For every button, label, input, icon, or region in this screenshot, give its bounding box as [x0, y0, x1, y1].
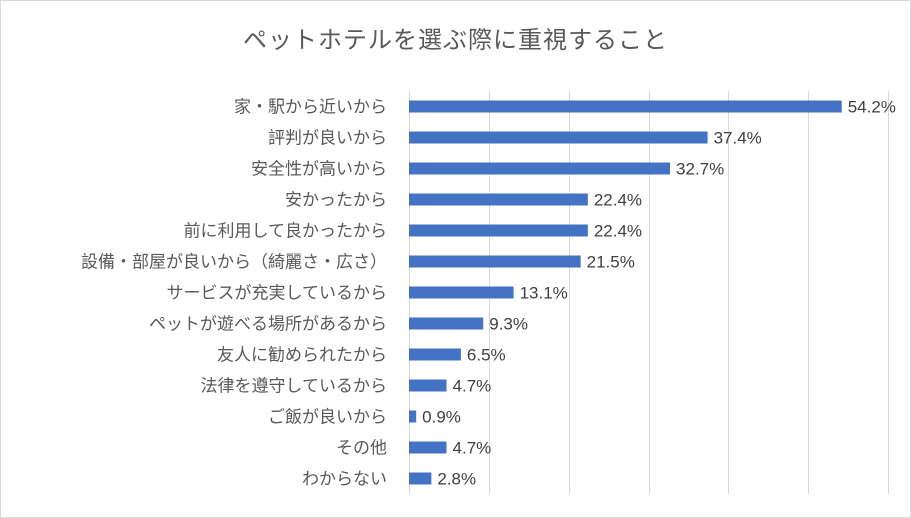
chart-title: ペットホテルを選ぶ際に重視すること	[243, 26, 668, 54]
data-label: 4.7%	[453, 439, 492, 458]
bar	[409, 410, 417, 423]
data-label: 21.5%	[587, 253, 635, 272]
bar	[409, 348, 461, 361]
data-label: 13.1%	[520, 284, 568, 303]
data-label: 6.5%	[467, 346, 506, 365]
category-label: 安全性が高いから	[251, 160, 387, 180]
bar	[409, 100, 842, 113]
bar	[409, 472, 432, 485]
category-label: その他	[336, 439, 387, 459]
bar	[409, 255, 581, 268]
data-label: 32.7%	[676, 160, 724, 179]
bar	[409, 131, 708, 144]
category-label: 法律を遵守しているから	[201, 377, 388, 397]
bar	[409, 162, 671, 175]
bar	[409, 286, 514, 299]
category-label: 評判が良いから	[268, 129, 387, 149]
category-label: 友人に勧められたから	[217, 346, 387, 366]
bar	[409, 441, 447, 454]
data-label: 4.7%	[453, 377, 492, 396]
data-label: 9.3%	[489, 315, 528, 334]
category-label: 設備・部屋が良いから（綺麗さ・広さ）	[81, 253, 387, 273]
category-label: ご飯が良いから	[268, 408, 387, 428]
category-label: ペットが遊べる場所があるから	[149, 315, 387, 335]
category-label: 安かったから	[285, 191, 387, 211]
category-label: サービスが充実しているから	[167, 284, 388, 304]
bar	[409, 224, 588, 237]
bar	[409, 317, 484, 330]
data-label: 37.4%	[714, 129, 762, 148]
data-label: 2.8%	[437, 470, 476, 489]
category-label: 家・駅から近いから	[234, 98, 387, 118]
data-label: 22.4%	[594, 191, 642, 210]
data-label: 22.4%	[594, 222, 642, 241]
bar	[409, 379, 447, 392]
data-label: 54.2%	[848, 98, 896, 117]
bar	[409, 193, 588, 206]
data-label: 0.9%	[422, 408, 461, 427]
category-label: わからない	[302, 470, 387, 490]
category-label: 前に利用して良かったから	[184, 222, 388, 242]
